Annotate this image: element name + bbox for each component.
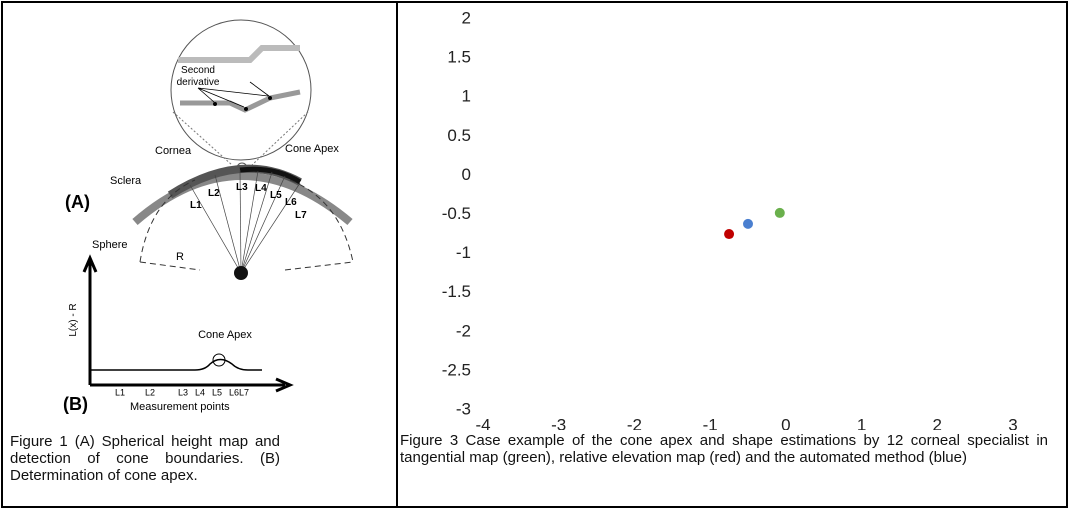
arrows [197,81,270,108]
label: Sclera [110,175,142,187]
apex-marker [212,353,226,367]
cone [239,166,302,185]
label: (A) [65,192,90,212]
l-labels: L1 L2 L3 L4 L5 L6 L7 [190,182,307,221]
dot [244,107,248,111]
x-tick-label: -4 [475,415,490,430]
label: L1 [190,200,202,211]
dot [268,96,272,100]
label: L4 [255,183,267,194]
y-tick-label: 0.5 [447,126,471,145]
label: L4 [195,387,205,397]
apex-point [774,207,785,218]
label: Second [181,65,215,76]
y-tick-label: 1 [462,87,471,106]
y-tick-label: -3 [456,399,471,418]
apex-point [724,229,735,240]
label: L6L7 [229,387,249,397]
label: L7 [295,210,307,221]
label: Cone Apex [285,143,339,155]
label: L2 [208,188,220,199]
x-tick-label: 1 [857,415,866,430]
label: L3 [236,182,248,193]
y-tick-label: -2.5 [442,360,471,379]
x-tick-label: -2 [627,415,642,430]
sclera [132,172,353,226]
figure-3-panel [396,1,1068,508]
x-tick-label: 0 [781,415,790,430]
b-ticks: L1 L2 L3 L4 L5 L6L7 [115,387,249,397]
center [234,266,248,280]
label: L(x) - R [68,303,79,336]
x-tick-label: 2 [933,415,942,430]
y-tick-label: -1 [456,243,471,262]
label: L5 [270,190,282,201]
x-tick-label: -1 [703,415,718,430]
zoom-curve [178,45,300,63]
y-tick-label: -2 [456,321,471,340]
x-tick-label: -3 [551,415,566,430]
caption: Figure 1 (A) Spherical height map and de… [10,433,280,484]
magnifier [170,19,312,161]
label: derivative [177,77,220,88]
caption: Figure 3 Case example of the cone apex a… [400,432,1048,466]
label: Measurement points [130,401,230,413]
figure-1-diagram: Second derivative Cornea Cone Apex Scler… [63,19,354,414]
y-tick-label: 2 [462,8,471,27]
label: R [176,251,184,263]
apex-point [743,218,753,229]
dot [213,102,217,106]
sphere [139,179,354,271]
figure-3-chart: -3 -2.5 -2 -1.5 -1 -0.5 0 0.5 1 1.5 2 -4 -3 -2 -1 0 1 2 3 [442,8,1018,430]
label: L6 [285,197,297,208]
y-tick-label: 1.5 [447,48,471,67]
y-tick-label: 0 [462,165,471,184]
label: L5 [212,387,222,397]
label: L3 [178,387,188,397]
profile [90,358,262,371]
y-tick-label: -1.5 [442,282,471,301]
rays [189,169,301,274]
zoom-lines [172,111,309,166]
label: L1 [115,387,125,397]
label: L2 [145,387,155,397]
label: Sphere [92,239,127,251]
label: Cone Apex [198,329,252,341]
y-tick-label: -0.5 [442,204,471,223]
label: (B) [63,394,88,414]
axes [82,254,294,393]
label: Cornea [155,145,192,157]
x-tick-label: 3 [1008,415,1017,430]
